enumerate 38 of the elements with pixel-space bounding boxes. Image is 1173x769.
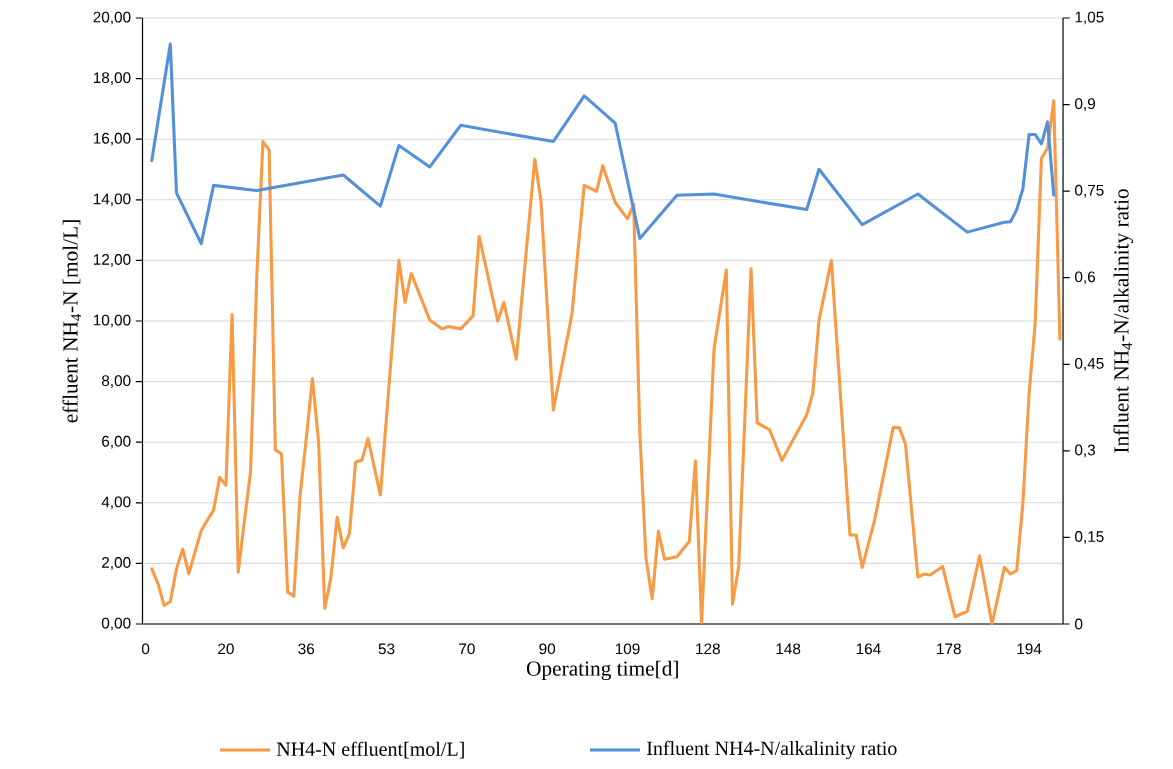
y-tick-label: 4,00 xyxy=(101,496,131,510)
y-tick-label: 2,00 xyxy=(102,557,131,570)
y-tick-label: 0,00 xyxy=(101,617,131,631)
y2-tick-label: 0,9 xyxy=(1075,98,1096,111)
y-tick-label: 6,00 xyxy=(102,435,131,449)
y2-axis-title: Influent NH$_{4}$-N/alkalinity ratio xyxy=(1113,189,1134,453)
y2-tick-label: 0,15 xyxy=(1075,531,1104,544)
x-tick-label: 90 xyxy=(539,643,556,655)
y-tick-label: 12,00 xyxy=(93,254,131,267)
y2-tick-label: 0,75 xyxy=(1075,184,1104,198)
x-tick-label: 128 xyxy=(696,643,720,655)
y-tick-label: 8,00 xyxy=(101,375,131,388)
y2-tick-label: 0,6 xyxy=(1075,271,1096,285)
x-axis-title: Operating time[d] xyxy=(526,660,678,681)
x-tick-label: 178 xyxy=(937,643,961,655)
x-tick-label: 53 xyxy=(378,643,395,655)
x-tick-label: 164 xyxy=(856,643,881,655)
y-axis-title: effluent NH$_{4}$-N [mol/L] xyxy=(62,220,81,423)
y-tick-label: 16,00 xyxy=(93,132,131,146)
y2-tick-label: 0,45 xyxy=(1075,357,1104,371)
x-tick-label: 20 xyxy=(218,643,234,655)
legend-label: NH4-N effluent[mol/L] xyxy=(276,741,464,759)
y-tick-label: 10,00 xyxy=(93,314,131,328)
line-series xyxy=(150,99,1062,626)
x-tick-label: 109 xyxy=(615,643,640,655)
x-tick-label: 70 xyxy=(459,643,475,655)
y-tick-label: 20,00 xyxy=(93,11,131,25)
line-series xyxy=(150,42,1056,246)
x-tick-label: 194 xyxy=(1017,643,1042,655)
y-tick-label: 18,00 xyxy=(93,72,131,85)
y2-tick-label: 1,05 xyxy=(1075,11,1104,25)
legend-label: Influent NH4-N/alkalinity ratio xyxy=(647,740,897,760)
y2-tick-label: 0 xyxy=(1075,618,1083,630)
y-tick-label: 14,00 xyxy=(93,193,131,207)
x-tick-label: 0 xyxy=(141,643,150,655)
x-tick-label: 148 xyxy=(776,643,801,655)
x-tick-label: 36 xyxy=(298,643,315,655)
y2-tick-label: 0,3 xyxy=(1075,444,1096,458)
